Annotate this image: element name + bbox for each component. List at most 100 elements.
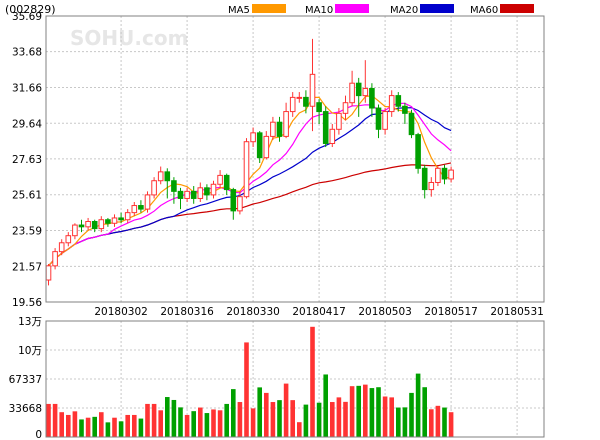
volume-bar bbox=[145, 403, 150, 437]
volume-bar bbox=[310, 326, 315, 437]
volume-bar bbox=[59, 412, 64, 437]
date-tick-label: 20180503 bbox=[358, 306, 411, 318]
candle bbox=[157, 166, 164, 185]
candle bbox=[237, 191, 243, 215]
volume-tick-label: 0 bbox=[35, 429, 42, 440]
candle bbox=[151, 177, 157, 199]
candle-body bbox=[131, 205, 138, 214]
candle-body bbox=[256, 132, 263, 159]
volume-bar bbox=[204, 413, 210, 437]
candle-body bbox=[250, 132, 256, 143]
volume-bar bbox=[105, 422, 111, 437]
candle bbox=[362, 60, 369, 103]
candle bbox=[85, 217, 91, 231]
legend-swatch bbox=[500, 4, 534, 13]
candle-body bbox=[58, 242, 65, 253]
candle bbox=[322, 106, 329, 148]
price-tick-label: 35.69 bbox=[12, 11, 42, 23]
candle bbox=[415, 132, 421, 174]
volume-bar bbox=[244, 342, 249, 437]
volume-tick-label: 10万 bbox=[18, 345, 42, 357]
volume-bar bbox=[184, 414, 190, 437]
candle bbox=[177, 187, 184, 210]
volume-bar bbox=[389, 397, 394, 437]
candle bbox=[309, 38, 316, 132]
candle bbox=[111, 214, 118, 227]
candle-body bbox=[369, 88, 375, 109]
volume-bar bbox=[323, 374, 328, 437]
volume-bar bbox=[158, 410, 163, 437]
date-tick-label: 20180517 bbox=[424, 306, 477, 318]
candle bbox=[171, 177, 177, 204]
candle bbox=[91, 219, 98, 233]
volume-y-axis: 13万 10万 67337 33668 0 bbox=[9, 316, 42, 440]
candle bbox=[217, 170, 223, 188]
volume-bar bbox=[224, 403, 229, 437]
candle bbox=[250, 127, 256, 148]
candle bbox=[375, 104, 382, 139]
volume-bars bbox=[46, 326, 454, 437]
candle bbox=[197, 182, 204, 202]
candle-body bbox=[402, 105, 408, 114]
candle bbox=[131, 201, 138, 217]
candle-body bbox=[435, 167, 441, 183]
volume-bar bbox=[178, 407, 183, 437]
legend-swatch bbox=[420, 4, 454, 13]
candle-body bbox=[177, 190, 184, 199]
candle-body bbox=[118, 217, 124, 221]
candle bbox=[204, 184, 210, 201]
candle-body bbox=[184, 190, 190, 199]
legend-item-ma60: MA60 bbox=[470, 4, 534, 16]
candle-body bbox=[296, 96, 303, 99]
candle bbox=[256, 131, 263, 163]
candle bbox=[78, 219, 85, 233]
volume-bar bbox=[270, 402, 276, 437]
candle-body bbox=[448, 169, 454, 180]
volume-bar bbox=[211, 409, 216, 437]
volume-bar bbox=[422, 387, 427, 437]
price-tick-label: 21.57 bbox=[12, 261, 42, 273]
candle-body bbox=[151, 180, 157, 196]
candle bbox=[263, 131, 270, 160]
candle-body bbox=[210, 183, 217, 196]
price-tick-label: 33.68 bbox=[12, 47, 42, 59]
candle-body bbox=[98, 219, 105, 230]
candle bbox=[402, 102, 408, 124]
volume-bar bbox=[125, 414, 130, 437]
candle-body bbox=[230, 189, 237, 212]
candle bbox=[395, 92, 402, 112]
candle-body bbox=[243, 141, 250, 198]
volume-bar bbox=[297, 422, 302, 437]
volume-bar bbox=[151, 403, 157, 437]
volume-tick-label: 13万 bbox=[18, 316, 42, 328]
price-tick-label: 23.59 bbox=[12, 226, 42, 238]
volume-bar bbox=[343, 401, 348, 437]
candle-body bbox=[289, 96, 296, 113]
candle bbox=[105, 217, 111, 227]
candle bbox=[448, 166, 454, 183]
volume-bar bbox=[336, 397, 342, 437]
candle bbox=[164, 168, 171, 199]
candle bbox=[316, 99, 322, 124]
volume-bar bbox=[264, 392, 269, 437]
volume-bar bbox=[356, 385, 361, 437]
candle bbox=[435, 166, 441, 187]
candle bbox=[58, 239, 65, 256]
candle-body bbox=[157, 171, 164, 182]
candle-body bbox=[322, 111, 329, 144]
candle-body bbox=[382, 111, 388, 130]
candle-body bbox=[336, 112, 342, 130]
legend: MA5 MA10 MA20 MA60 bbox=[228, 4, 534, 16]
volume-bar bbox=[376, 387, 381, 437]
candle bbox=[230, 187, 237, 220]
candle-body bbox=[303, 96, 309, 107]
volume-bar bbox=[99, 412, 104, 437]
volume-bar bbox=[316, 402, 322, 437]
candle-body bbox=[72, 224, 78, 237]
volume-bar bbox=[429, 409, 434, 437]
candle bbox=[369, 83, 375, 117]
candle-body bbox=[217, 174, 223, 185]
candle-body bbox=[349, 82, 355, 104]
